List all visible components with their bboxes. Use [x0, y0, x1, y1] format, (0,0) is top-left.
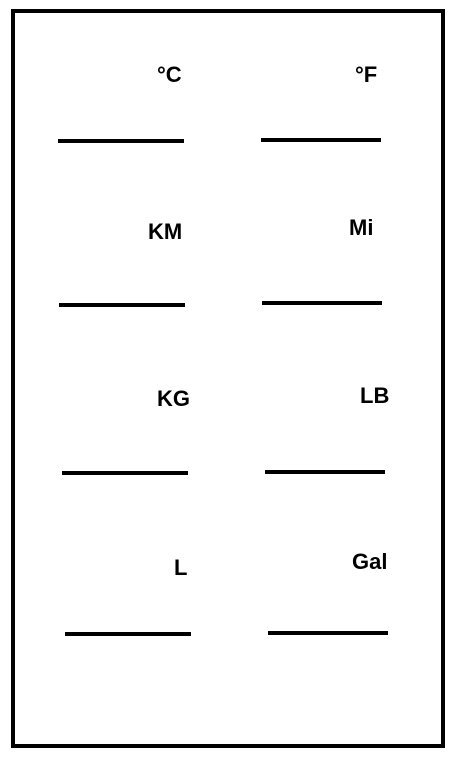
fahrenheit-label: °F	[355, 62, 378, 87]
liters-label: L	[174, 555, 188, 580]
pounds-value-field[interactable]	[265, 470, 385, 474]
kilograms-label: KG	[157, 386, 190, 411]
fahrenheit-value-field[interactable]	[261, 138, 381, 142]
gallons-value-field[interactable]	[268, 631, 388, 635]
celsius-label: °C	[157, 62, 182, 87]
kilograms-value-field[interactable]	[62, 471, 188, 475]
celsius-value-field[interactable]	[58, 139, 184, 143]
converter-panel: °C °F KM Mi KG LB L Gal	[11, 9, 445, 748]
pounds-label: LB	[360, 383, 390, 408]
miles-value-field[interactable]	[262, 301, 382, 305]
kilometers-value-field[interactable]	[59, 303, 185, 307]
kilometers-label: KM	[148, 219, 183, 244]
miles-label: Mi	[349, 215, 374, 240]
gallons-label: Gal	[352, 549, 388, 574]
liters-value-field[interactable]	[65, 632, 191, 636]
